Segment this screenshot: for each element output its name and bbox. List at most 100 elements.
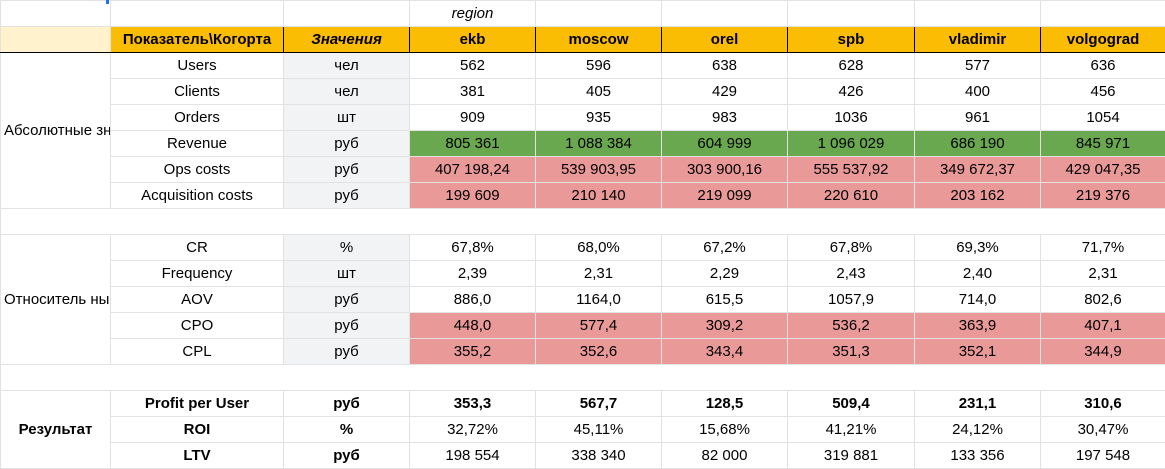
value-cell[interactable]: 309,2 bbox=[662, 313, 788, 339]
value-cell[interactable]: 577 bbox=[915, 53, 1041, 79]
value-cell[interactable]: 41,21% bbox=[788, 417, 915, 443]
value-cell[interactable]: 714,0 bbox=[915, 287, 1041, 313]
city-header-volgograd[interactable]: volgograd bbox=[1041, 27, 1165, 53]
value-cell[interactable]: 203 162 bbox=[915, 183, 1041, 209]
cell[interactable] bbox=[915, 1, 1041, 27]
value-cell[interactable]: 352,6 bbox=[536, 339, 662, 365]
cell[interactable] bbox=[1041, 1, 1165, 27]
value-cell[interactable]: 67,8% bbox=[410, 235, 536, 261]
metric-unit[interactable]: руб bbox=[284, 157, 410, 183]
metric-unit[interactable]: руб bbox=[284, 183, 410, 209]
value-cell[interactable]: 567,7 bbox=[536, 391, 662, 417]
value-cell[interactable]: 805 361 bbox=[410, 131, 536, 157]
value-cell[interactable]: 604 999 bbox=[662, 131, 788, 157]
value-cell[interactable]: 344,9 bbox=[1041, 339, 1165, 365]
value-cell[interactable]: 69,3% bbox=[915, 235, 1041, 261]
metric-unit[interactable]: руб bbox=[284, 339, 410, 365]
region-label[interactable]: region bbox=[410, 1, 536, 27]
cell[interactable] bbox=[1, 1, 111, 27]
metric-name[interactable]: Clients bbox=[111, 79, 284, 105]
value-cell[interactable]: 219 099 bbox=[662, 183, 788, 209]
value-column-header[interactable]: Значения bbox=[284, 27, 410, 53]
value-cell[interactable]: 1164,0 bbox=[536, 287, 662, 313]
value-cell[interactable]: 2,29 bbox=[662, 261, 788, 287]
value-cell[interactable]: 562 bbox=[410, 53, 536, 79]
city-header-ekb[interactable]: ekb bbox=[410, 27, 536, 53]
value-cell[interactable]: 197 548 bbox=[1041, 443, 1165, 469]
metric-unit[interactable]: шт bbox=[284, 261, 410, 287]
value-cell[interactable]: 220 610 bbox=[788, 183, 915, 209]
value-cell[interactable]: 426 bbox=[788, 79, 915, 105]
value-cell[interactable]: 352,1 bbox=[915, 339, 1041, 365]
value-cell[interactable]: 68,0% bbox=[536, 235, 662, 261]
metric-name[interactable]: CPL bbox=[111, 339, 284, 365]
value-cell[interactable]: 210 140 bbox=[536, 183, 662, 209]
value-cell[interactable]: 845 971 bbox=[1041, 131, 1165, 157]
value-cell[interactable]: 24,12% bbox=[915, 417, 1041, 443]
group-label[interactable]: Относитель ные значения bbox=[1, 235, 111, 365]
value-cell[interactable]: 1036 bbox=[788, 105, 915, 131]
cell[interactable] bbox=[284, 1, 410, 27]
value-cell[interactable]: 577,4 bbox=[536, 313, 662, 339]
value-cell[interactable]: 338 340 bbox=[536, 443, 662, 469]
city-header-moscow[interactable]: moscow bbox=[536, 27, 662, 53]
value-cell[interactable]: 310,6 bbox=[1041, 391, 1165, 417]
value-cell[interactable]: 32,72% bbox=[410, 417, 536, 443]
value-cell[interactable]: 400 bbox=[915, 79, 1041, 105]
value-cell[interactable]: 407 198,24 bbox=[410, 157, 536, 183]
city-header-vladimir[interactable]: vladimir bbox=[915, 27, 1041, 53]
value-cell[interactable]: 2,39 bbox=[410, 261, 536, 287]
metric-unit[interactable]: руб bbox=[284, 287, 410, 313]
city-header-spb[interactable]: spb bbox=[788, 27, 915, 53]
value-cell[interactable]: 628 bbox=[788, 53, 915, 79]
value-cell[interactable]: 802,6 bbox=[1041, 287, 1165, 313]
value-cell[interactable]: 351,3 bbox=[788, 339, 915, 365]
metric-unit[interactable]: руб bbox=[284, 391, 410, 417]
value-cell[interactable]: 353,3 bbox=[410, 391, 536, 417]
value-cell[interactable]: 67,8% bbox=[788, 235, 915, 261]
cell[interactable] bbox=[788, 1, 915, 27]
metric-unit[interactable]: руб bbox=[284, 313, 410, 339]
value-cell[interactable]: 509,4 bbox=[788, 391, 915, 417]
value-cell[interactable]: 1 088 384 bbox=[536, 131, 662, 157]
value-cell[interactable]: 355,2 bbox=[410, 339, 536, 365]
value-cell[interactable]: 128,5 bbox=[662, 391, 788, 417]
metric-name[interactable]: CPO bbox=[111, 313, 284, 339]
value-cell[interactable]: 1 096 029 bbox=[788, 131, 915, 157]
value-cell[interactable]: 636 bbox=[1041, 53, 1165, 79]
value-cell[interactable]: 407,1 bbox=[1041, 313, 1165, 339]
metric-name[interactable]: Ops costs bbox=[111, 157, 284, 183]
value-cell[interactable]: 429 bbox=[662, 79, 788, 105]
metric-name[interactable]: Users bbox=[111, 53, 284, 79]
value-cell[interactable]: 133 356 bbox=[915, 443, 1041, 469]
value-cell[interactable]: 219 376 bbox=[1041, 183, 1165, 209]
value-cell[interactable]: 343,4 bbox=[662, 339, 788, 365]
group-label[interactable]: Абсолютные значения bbox=[1, 53, 111, 209]
value-cell[interactable]: 429 047,35 bbox=[1041, 157, 1165, 183]
value-cell[interactable]: 536,2 bbox=[788, 313, 915, 339]
metric-unit[interactable]: руб bbox=[284, 443, 410, 469]
value-cell[interactable]: 15,68% bbox=[662, 417, 788, 443]
value-cell[interactable]: 349 672,37 bbox=[915, 157, 1041, 183]
value-cell[interactable]: 2,40 bbox=[915, 261, 1041, 287]
value-cell[interactable]: 886,0 bbox=[410, 287, 536, 313]
value-cell[interactable]: 319 881 bbox=[788, 443, 915, 469]
metric-name[interactable]: Frequency bbox=[111, 261, 284, 287]
metric-unit[interactable]: шт bbox=[284, 105, 410, 131]
value-cell[interactable]: 71,7% bbox=[1041, 235, 1165, 261]
value-cell[interactable]: 2,31 bbox=[536, 261, 662, 287]
metric-name[interactable]: ROI bbox=[111, 417, 284, 443]
metric-unit[interactable]: чел bbox=[284, 53, 410, 79]
value-cell[interactable]: 686 190 bbox=[915, 131, 1041, 157]
value-cell[interactable]: 456 bbox=[1041, 79, 1165, 105]
value-cell[interactable]: 961 bbox=[915, 105, 1041, 131]
value-cell[interactable]: 1057,9 bbox=[788, 287, 915, 313]
value-cell[interactable]: 2,43 bbox=[788, 261, 915, 287]
group-label[interactable]: Результат bbox=[1, 391, 111, 469]
cell[interactable] bbox=[536, 1, 662, 27]
metric-unit[interactable]: % bbox=[284, 417, 410, 443]
metric-unit[interactable]: чел bbox=[284, 79, 410, 105]
value-cell[interactable]: 67,2% bbox=[662, 235, 788, 261]
metric-unit[interactable]: руб bbox=[284, 131, 410, 157]
value-cell[interactable]: 638 bbox=[662, 53, 788, 79]
